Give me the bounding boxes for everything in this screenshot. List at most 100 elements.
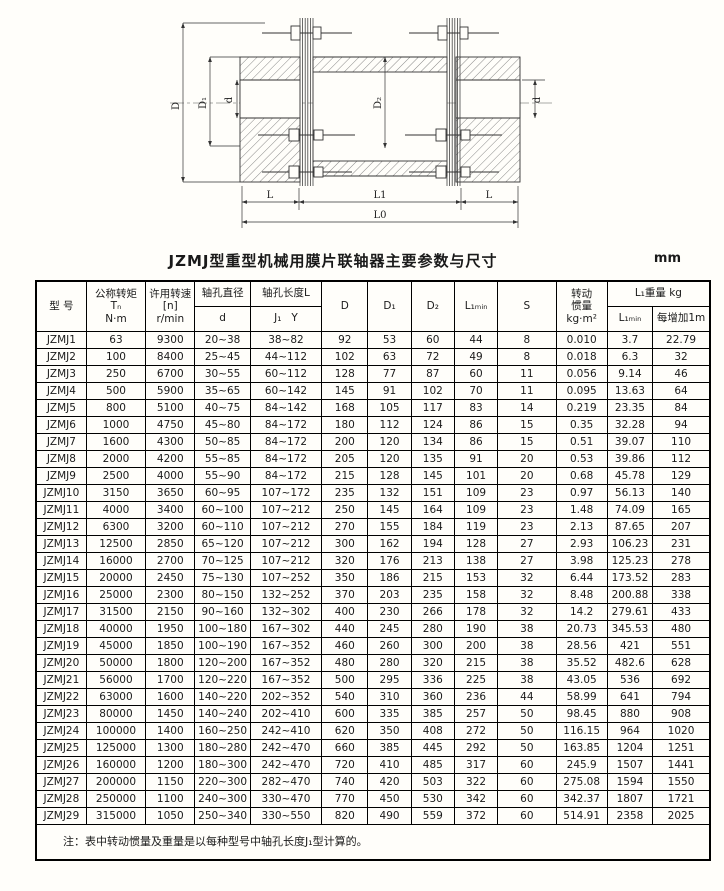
value-cell: 1441 xyxy=(652,756,711,774)
bolt-set-right xyxy=(405,25,502,179)
left-hub xyxy=(239,56,301,183)
value-cell: 60~142 xyxy=(249,382,323,400)
value-cell: 200 xyxy=(453,637,499,655)
value-cell: 1600 xyxy=(85,433,147,451)
value-cell: 105 xyxy=(367,399,412,417)
value-cell: 16000 xyxy=(85,552,147,570)
value-cell: 56000 xyxy=(85,671,147,689)
value-cell: 43.05 xyxy=(555,671,608,689)
model-cell: JZMJ19 xyxy=(35,637,87,655)
value-cell: 480 xyxy=(321,654,369,672)
value-cell: 660 xyxy=(321,739,369,757)
value-cell: 1700 xyxy=(145,671,196,689)
value-cell: 72 xyxy=(410,348,455,366)
table-row: JZMJ22 63000 1600 140~220 202~352 540 310 360 23… xyxy=(35,688,711,706)
value-cell: 320 xyxy=(321,552,369,570)
value-cell: 3650 xyxy=(145,484,196,502)
value-cell: 257 xyxy=(453,705,499,723)
value-cell: 410 xyxy=(367,756,412,774)
value-cell: 84~172 xyxy=(249,433,323,451)
value-cell: 2.93 xyxy=(555,535,608,553)
value-cell: 1020 xyxy=(652,722,711,740)
header-S: S xyxy=(497,280,557,332)
value-cell: 2.13 xyxy=(555,518,608,536)
value-cell: 31500 xyxy=(85,603,147,621)
value-cell: 23 xyxy=(497,501,557,519)
value-cell: 84~142 xyxy=(249,399,323,417)
model-cell: JZMJ29 xyxy=(35,807,87,825)
value-cell: 22.79 xyxy=(652,331,711,349)
value-cell: 202~410 xyxy=(249,705,323,723)
value-cell: 102 xyxy=(410,382,455,400)
value-cell: 180~280 xyxy=(194,739,251,757)
value-cell: 23 xyxy=(497,484,557,502)
value-cell: 440 xyxy=(321,620,369,638)
value-cell: 20 xyxy=(497,467,557,485)
value-cell: 8400 xyxy=(145,348,196,366)
value-cell: 3400 xyxy=(145,501,196,519)
dim-bottom xyxy=(241,186,519,228)
value-cell: 242~410 xyxy=(249,722,323,740)
value-cell: 4000 xyxy=(85,501,147,519)
value-cell: 45.78 xyxy=(606,467,654,485)
value-cell: 27 xyxy=(497,552,557,570)
dim-D1 xyxy=(208,56,240,147)
value-cell: 38 xyxy=(497,671,557,689)
spacer-tube xyxy=(312,56,448,177)
value-cell: 2700 xyxy=(145,552,196,570)
value-cell: 628 xyxy=(652,654,711,672)
coupling-drawing-svg: D D₁ d D₂ d xyxy=(170,18,552,228)
table-row: JZMJ26 160000 1200 180~300 242~470 720 410 485 3… xyxy=(35,756,711,774)
value-cell: 1.48 xyxy=(555,501,608,519)
value-cell: 220~300 xyxy=(194,773,251,791)
table-row: JZMJ23 80000 1450 140~240 202~410 600 335 385 25… xyxy=(35,705,711,723)
value-cell: 200 xyxy=(321,433,369,451)
value-cell: 84 xyxy=(652,399,711,417)
model-cell: JZMJ24 xyxy=(35,722,87,740)
table-row: JZMJ9 2500 4000 55~90 84~172 215 128 145 101 20 0.… xyxy=(35,467,711,485)
value-cell: 1721 xyxy=(652,790,711,808)
right-hub xyxy=(455,56,521,183)
value-cell: 109 xyxy=(453,484,499,502)
value-cell: 77 xyxy=(367,365,412,383)
value-cell: 92 xyxy=(321,331,369,349)
value-cell: 145 xyxy=(321,382,369,400)
header-bore-diameter: 轴孔直径 xyxy=(194,280,251,307)
value-cell: 60 xyxy=(453,365,499,383)
value-cell: 292 xyxy=(453,739,499,757)
value-cell: 60~110 xyxy=(194,518,251,536)
table-row: JZMJ5 800 5100 40~75 84~142 168 105 117 83 14 0.21… xyxy=(35,399,711,417)
value-cell: 60 xyxy=(497,807,557,825)
value-cell: 385 xyxy=(410,705,455,723)
value-cell: 128 xyxy=(453,535,499,553)
value-cell: 107~172 xyxy=(249,484,323,502)
value-cell: 225 xyxy=(453,671,499,689)
value-cell: 0.97 xyxy=(555,484,608,502)
value-cell: 91 xyxy=(367,382,412,400)
model-cell: JZMJ14 xyxy=(35,552,87,570)
value-cell: 551 xyxy=(652,637,711,655)
value-cell: 279.61 xyxy=(606,603,654,621)
model-cell: JZMJ4 xyxy=(35,382,87,400)
dim-D xyxy=(181,22,265,183)
value-cell: 167~352 xyxy=(249,671,323,689)
header-inertia-line1: 转动 xyxy=(571,287,593,300)
dim-label-d-left: d xyxy=(224,96,235,103)
value-cell: 203 xyxy=(367,586,412,604)
value-cell: 60~95 xyxy=(194,484,251,502)
value-cell: 4000 xyxy=(145,467,196,485)
value-cell: 282~470 xyxy=(249,773,323,791)
value-cell: 300 xyxy=(410,637,455,655)
value-cell: 120 xyxy=(367,433,412,451)
value-cell: 50 xyxy=(497,739,557,757)
value-cell: 125000 xyxy=(85,739,147,757)
value-cell: 25000 xyxy=(85,586,147,604)
value-cell: 180~300 xyxy=(194,756,251,774)
model-cell: JZMJ3 xyxy=(35,365,87,383)
value-cell: 1507 xyxy=(606,756,654,774)
value-cell: 60 xyxy=(497,773,557,791)
header-weight-group: L₁重量 kg xyxy=(606,280,711,307)
value-cell: 25~45 xyxy=(194,348,251,366)
value-cell: 317 xyxy=(453,756,499,774)
value-cell: 242~470 xyxy=(249,756,323,774)
